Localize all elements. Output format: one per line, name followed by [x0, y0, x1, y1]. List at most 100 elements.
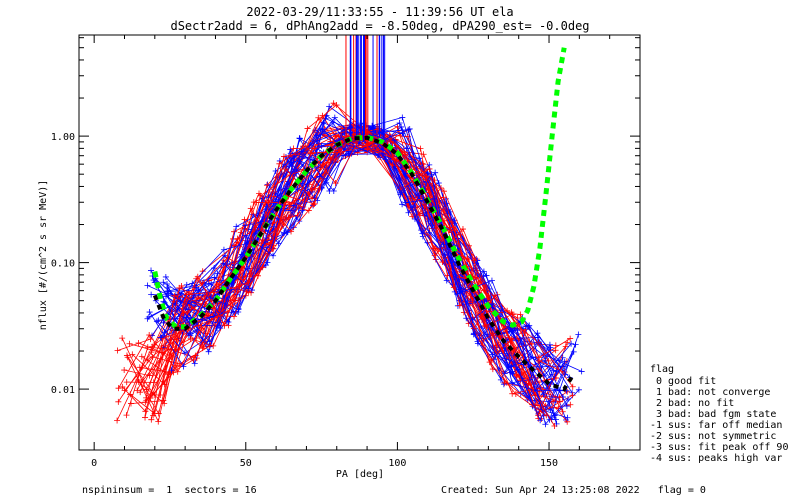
measured-point	[144, 282, 151, 289]
measured-point	[155, 317, 162, 324]
measured-point	[409, 204, 416, 211]
measured-point	[440, 194, 447, 201]
measured-point	[570, 348, 577, 355]
measured-point	[151, 410, 158, 417]
measured-point	[123, 379, 130, 386]
measured-point	[199, 345, 206, 352]
measured-point	[235, 306, 242, 313]
measured-point	[294, 186, 301, 193]
measured-point	[285, 214, 292, 221]
measured-point	[457, 231, 464, 238]
measured-point	[253, 199, 260, 206]
measured-point	[403, 145, 410, 152]
measured-point	[319, 126, 326, 133]
measured-point	[233, 286, 240, 293]
measured-trace	[141, 139, 559, 409]
legend-title: flag	[650, 364, 674, 375]
measured-point	[115, 398, 122, 405]
measured-point	[569, 383, 576, 390]
x-tick-label: 50	[240, 458, 252, 469]
measured-point	[517, 311, 524, 318]
legend-entry: -4 sus: peaks high var	[650, 453, 782, 464]
measured-point	[481, 322, 488, 329]
measured-point	[419, 168, 426, 175]
measured-point	[144, 344, 151, 351]
measured-point	[121, 367, 128, 374]
measured-trace	[164, 135, 568, 419]
measured-point	[398, 123, 405, 130]
measured-point	[270, 252, 277, 259]
measured-point	[264, 259, 271, 266]
measured-point	[480, 268, 487, 275]
legend: flag 0 good fit 1 bad: not converge 2 ba…	[650, 364, 788, 464]
measured-point	[536, 354, 543, 361]
measured-point	[158, 334, 165, 341]
measured-point	[463, 315, 470, 322]
measured-point	[564, 414, 571, 421]
measured-point	[191, 360, 198, 367]
measured-point	[399, 201, 406, 208]
measured-point	[187, 335, 194, 342]
measured-point	[440, 241, 447, 248]
measured-trace	[171, 145, 566, 396]
measured-point	[296, 135, 303, 142]
measured-point	[491, 292, 498, 299]
measured-point	[550, 398, 557, 405]
measured-point	[330, 188, 337, 195]
measured-point	[134, 387, 141, 394]
measured-point	[456, 302, 463, 309]
measured-point	[417, 145, 424, 152]
measured-point	[287, 207, 294, 214]
measured-point	[240, 276, 247, 283]
measured-point	[446, 224, 453, 231]
measured-point	[233, 223, 240, 230]
measured-point	[426, 165, 433, 172]
measured-point	[540, 391, 547, 398]
chart-title: 2022-03-29/11:33:55 - 11:39:56 UT ela	[246, 5, 513, 19]
measured-point	[160, 279, 167, 286]
measured-trace	[152, 136, 557, 424]
measured-point	[244, 240, 251, 247]
measured-point	[578, 368, 585, 375]
measured-trace	[138, 133, 540, 393]
measured-point	[514, 366, 521, 373]
measured-point	[309, 195, 316, 202]
legend-entry: 3 bad: bad fgm state	[650, 409, 776, 420]
measured-point	[507, 369, 514, 376]
measured-point	[119, 335, 126, 342]
legend-entry: 2 bad: no fit	[650, 398, 734, 409]
legend-entry: -2 sus: not symmetric	[650, 431, 776, 442]
measured-point	[426, 189, 433, 196]
measured-point	[245, 279, 252, 286]
footer-left: nspininsum = 1 sectors = 16	[82, 485, 257, 496]
x-tick-label: 0	[91, 458, 97, 469]
measured-point	[299, 207, 306, 214]
measured-point	[396, 120, 403, 127]
measured-point	[146, 309, 153, 316]
measured-point	[556, 398, 563, 405]
measured-point	[194, 273, 201, 280]
measured-point	[559, 408, 566, 415]
measured-point	[399, 114, 406, 121]
measured-point	[454, 290, 461, 297]
y-tick-label: 0.10	[51, 259, 75, 270]
measured-point	[121, 387, 128, 394]
measured-point	[363, 142, 370, 149]
measured-point	[263, 182, 270, 189]
measured-point	[270, 200, 277, 207]
measured-point	[523, 322, 530, 329]
measured-point	[142, 414, 149, 421]
measured-point	[114, 347, 121, 354]
measured-point	[221, 322, 228, 329]
measured-point	[242, 232, 249, 239]
measured-point	[183, 281, 190, 288]
measured-point	[263, 244, 270, 251]
measured-point	[160, 319, 167, 326]
measured-point	[509, 311, 516, 318]
measured-point	[550, 367, 557, 374]
chart-subtitle: dSectr2add = 6, dPhAng2add = -8.50deg, d…	[170, 19, 589, 33]
measured-point	[561, 358, 568, 365]
measured-point	[546, 341, 553, 348]
measured-point	[575, 331, 582, 338]
